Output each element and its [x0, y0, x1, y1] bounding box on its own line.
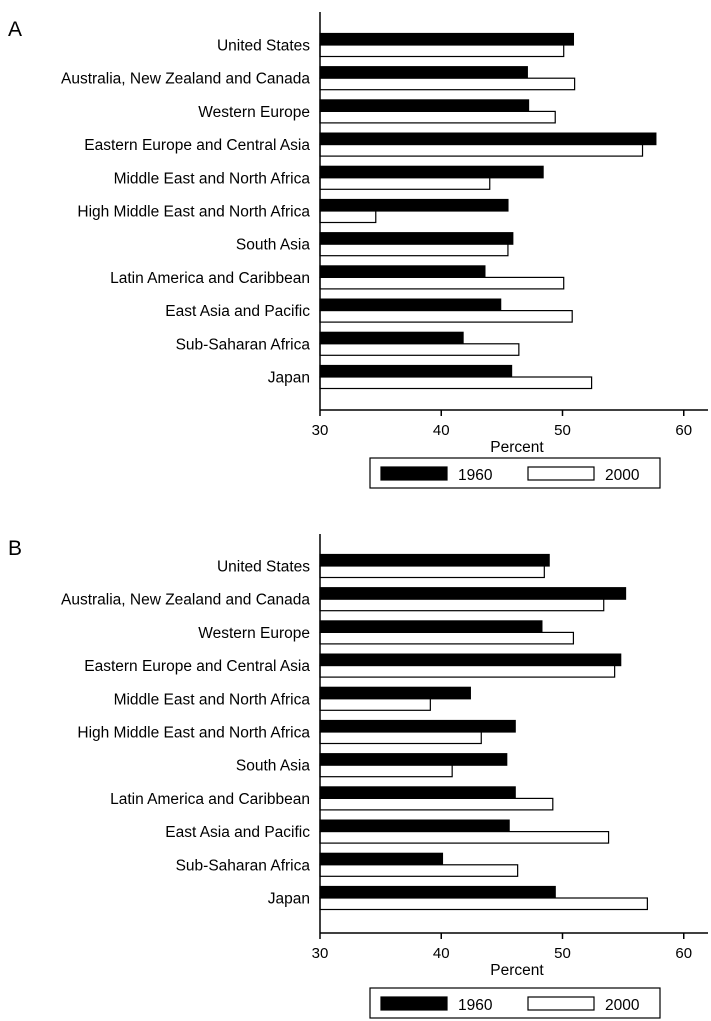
category-label: Sub-Saharan Africa	[176, 336, 311, 353]
bar-1960-1	[319, 553, 550, 567]
bar-2000-11	[319, 376, 593, 390]
bar-1960-6	[319, 198, 509, 212]
bar-1960-9	[319, 298, 502, 312]
bar-2000-8	[319, 797, 554, 811]
legend-swatch-2000	[527, 466, 595, 481]
bar-1960-8	[319, 786, 516, 800]
panel-a: A United States Australia, New Zealand and…	[8, 12, 708, 489]
category-label: South Asia	[236, 237, 310, 254]
legend: 1960 2000	[369, 987, 661, 1019]
x-tick-label: 30	[312, 945, 329, 962]
panel-label: A	[8, 18, 22, 41]
bar-1960-5	[319, 165, 544, 179]
bar-1960-6	[319, 719, 516, 733]
bar-2000-6	[319, 731, 482, 745]
category-label: United States	[217, 559, 310, 576]
x-tick-label: 30	[312, 422, 329, 439]
bar-2000-3	[319, 631, 575, 645]
category-label: Eastern Europe and Central Asia	[84, 137, 310, 154]
bar-2000-5	[319, 177, 491, 190]
category-label: High Middle East and North Africa	[77, 725, 310, 742]
bar-1960-8	[319, 265, 486, 278]
bar-1960-10	[319, 331, 464, 345]
bar-1960-4	[319, 653, 622, 667]
category-label: Western Europe	[198, 104, 310, 121]
bar-2000-8	[319, 276, 565, 290]
category-label: Eastern Europe and Central Asia	[84, 658, 310, 675]
legend-swatch-1960	[380, 996, 448, 1011]
bar-2000-10	[319, 864, 519, 877]
category-label: Sub-Saharan Africa	[176, 857, 311, 874]
bar-2000-6	[319, 210, 377, 224]
x-axis-title: Percent	[490, 439, 544, 456]
category-label: Japan	[268, 891, 310, 908]
category-label: High Middle East and North Africa	[77, 204, 310, 221]
x-axis-title: Percent	[490, 962, 544, 979]
bar-2000-11	[319, 897, 648, 911]
bar-1960-3	[319, 620, 543, 634]
bar-2000-1	[319, 565, 545, 579]
category-label: United States	[217, 38, 310, 55]
category-label: Japan	[268, 370, 310, 387]
category-label: East Asia and Pacific	[165, 303, 310, 320]
bar-1960-11	[319, 885, 556, 899]
panel-label: B	[8, 537, 22, 560]
bar-1960-1	[319, 32, 575, 46]
bar-1960-4	[319, 132, 657, 146]
category-label: East Asia and Pacific	[165, 824, 310, 841]
x-tick-label: 60	[675, 945, 692, 962]
category-label: Middle East and North Africa	[114, 691, 311, 708]
legend-label-2000: 2000	[605, 997, 640, 1014]
category-label: Latin America and Caribbean	[110, 270, 310, 287]
bar-1960-2	[319, 66, 528, 79]
category-label: Middle East and North Africa	[114, 170, 311, 187]
bar-2000-9	[319, 310, 573, 323]
legend: 1960 2000	[369, 457, 661, 489]
bar-1960-7	[319, 232, 514, 245]
bar-1960-10	[319, 852, 444, 866]
bar-2000-2	[319, 77, 576, 91]
bar-1960-5	[319, 686, 471, 700]
category-label: Australia, New Zealand and Canada	[61, 592, 310, 609]
category-label: Australia, New Zealand and Canada	[61, 71, 310, 88]
category-label: Western Europe	[198, 625, 310, 642]
x-tick-label: 40	[433, 945, 450, 962]
bar-2000-7	[319, 243, 509, 257]
bar-2000-5	[319, 698, 431, 711]
x-tick-label: 50	[554, 422, 571, 439]
bar-1960-2	[319, 587, 627, 600]
bar-2000-7	[319, 764, 453, 778]
bar-1960-7	[319, 753, 508, 766]
legend-label-2000: 2000	[605, 467, 640, 484]
bar-1960-11	[319, 364, 513, 378]
bar-2000-9	[319, 830, 610, 844]
bar-2000-4	[319, 144, 644, 157]
bar-1960-3	[319, 99, 530, 113]
category-label: South Asia	[236, 758, 310, 775]
legend-label-1960: 1960	[458, 997, 493, 1014]
bar-2000-10	[319, 343, 520, 356]
bar-2000-1	[319, 44, 565, 58]
bar-1960-9	[319, 819, 510, 833]
legend-label-1960: 1960	[458, 467, 493, 484]
x-tick-label: 60	[675, 422, 692, 439]
legend-swatch-1960	[380, 466, 448, 481]
legend-swatch-2000	[527, 996, 595, 1011]
x-tick-label: 40	[433, 422, 450, 439]
bar-2000-3	[319, 110, 556, 124]
bar-2000-2	[319, 598, 605, 612]
panel-b: B United States Australia, New Zealand and…	[8, 534, 708, 1019]
bar-2000-4	[319, 664, 616, 678]
category-label: Latin America and Caribbean	[110, 791, 310, 808]
x-tick-label: 50	[554, 945, 571, 962]
